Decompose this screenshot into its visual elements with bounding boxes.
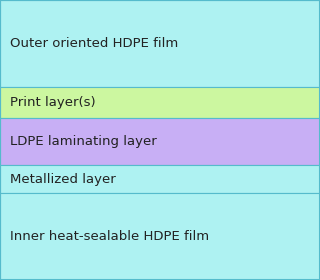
Bar [0,193,320,280]
Bar [0,118,320,165]
Text: Outer oriented HDPE film: Outer oriented HDPE film [10,37,178,50]
Text: LDPE laminating layer: LDPE laminating layer [10,135,156,148]
Text: Inner heat-sealable HDPE film: Inner heat-sealable HDPE film [10,230,209,243]
Text: Metallized layer: Metallized layer [10,173,115,186]
Text: Print layer(s): Print layer(s) [10,96,95,109]
Bar [0,165,320,193]
Bar [0,0,320,87]
Bar [0,87,320,118]
